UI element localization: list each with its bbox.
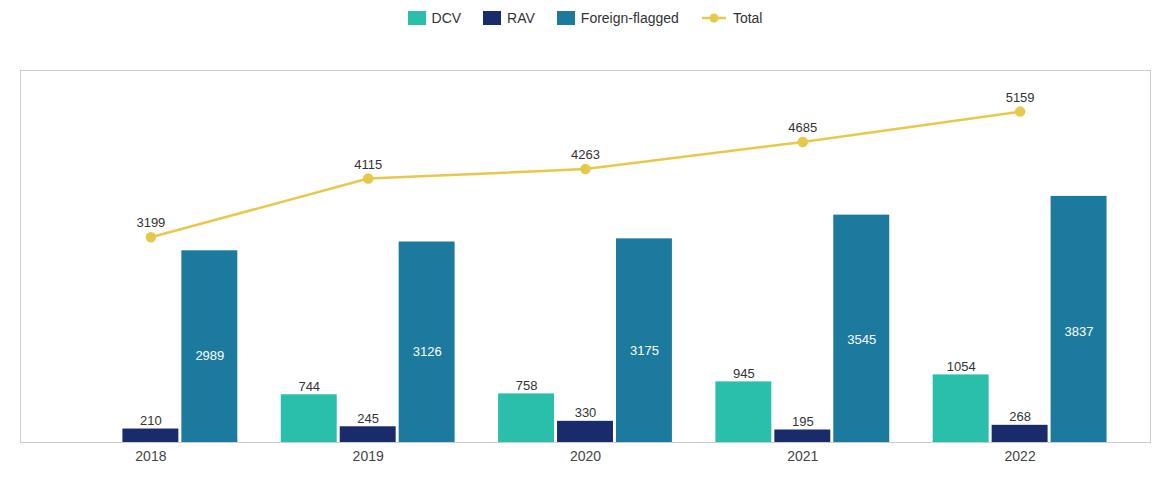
svg-text:2022: 2022 <box>1005 448 1036 464</box>
svg-text:2020: 2020 <box>570 448 601 464</box>
svg-text:4115: 4115 <box>354 157 382 172</box>
html-text:DCV: DCV <box>431 10 462 26</box>
svg-text:2021: 2021 <box>787 448 818 464</box>
svg-text:210: 210 <box>140 413 162 428</box>
svg-text:268: 268 <box>1009 409 1031 424</box>
html-text:Total: Total <box>732 10 763 26</box>
svg-text:2019: 2019 <box>353 448 384 464</box>
svg-text:330: 330 <box>575 405 597 420</box>
svg-text:2989: 2989 <box>195 348 224 363</box>
svg-text:3837: 3837 <box>1065 324 1094 339</box>
svg-text:4685: 4685 <box>788 120 817 135</box>
svg-text:3126: 3126 <box>413 344 442 359</box>
svg-text:3175: 3175 <box>630 343 659 358</box>
svg-text:758: 758 <box>516 378 538 393</box>
html-text:Foreign-flagged: Foreign-flagged <box>580 10 679 26</box>
svg-text:245: 245 <box>357 411 379 426</box>
svg-text:1054: 1054 <box>947 359 976 374</box>
svg-text:3545: 3545 <box>847 332 876 347</box>
svg-text:744: 744 <box>298 379 320 394</box>
svg-text:4263: 4263 <box>571 147 600 162</box>
html-text:RAV: RAV <box>507 10 535 26</box>
svg-text:3199: 3199 <box>136 215 165 230</box>
svg-text:945: 945 <box>733 366 755 381</box>
svg-text:195: 195 <box>792 414 814 429</box>
svg-text:5159: 5159 <box>1006 90 1035 105</box>
svg-text:2018: 2018 <box>135 448 166 464</box>
